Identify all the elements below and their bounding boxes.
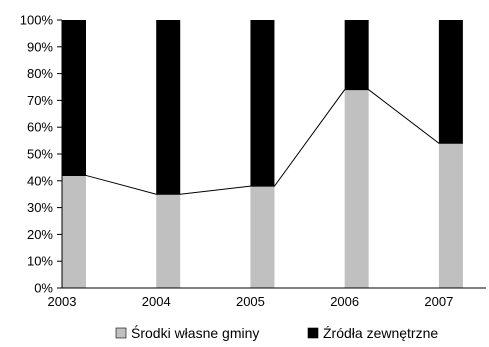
bar-external-2005: [250, 20, 275, 187]
plot-area: [57, 19, 486, 289]
y-tick-label: 10%: [27, 254, 53, 269]
y-tick-label: 90%: [27, 39, 53, 54]
y-tick-label: 20%: [27, 227, 53, 242]
bar-external-2006: [344, 20, 369, 90]
y-tick-label: 30%: [27, 200, 53, 215]
axes: [57, 19, 486, 289]
bar-own-funds-2004: [156, 194, 181, 288]
bar-own-funds-2005: [250, 186, 275, 288]
bar-external-2004: [156, 20, 181, 195]
legend-swatch-own-funds: [115, 327, 127, 339]
legend-swatch-external: [307, 327, 319, 339]
legend-label-own-funds: Środki własne gminy: [131, 324, 259, 341]
y-tick-label: 70%: [27, 93, 53, 108]
y-tick-label: 80%: [27, 66, 53, 81]
trend-line: [62, 89, 463, 195]
x-tick-label: 2003: [48, 294, 77, 309]
y-tick-label: 60%: [27, 120, 53, 135]
bar-own-funds-2003: [62, 175, 86, 288]
bars: [62, 20, 463, 289]
y-tick-labels: 0% 10% 20% 30% 40% 50% 60% 70% 80% 90% 100%: [20, 13, 54, 296]
x-tick-label: 2007: [424, 294, 453, 309]
x-tick-label: 2004: [142, 294, 171, 309]
x-tick-labels: 2003 2004 2005 2006 2007: [48, 294, 454, 309]
y-tick-label: 50%: [27, 147, 53, 162]
bar-external-2003: [62, 20, 86, 176]
bar-own-funds-2006: [344, 89, 369, 289]
legend: Środki własne gminy Źródła zewnętrzne: [115, 324, 438, 341]
bar-own-funds-2007: [438, 143, 463, 288]
legend-label-external: Źródła zewnętrzne: [323, 325, 438, 341]
x-tick-label: 2006: [330, 294, 359, 309]
x-tick-label: 2005: [236, 294, 265, 309]
y-tick-label: 100%: [20, 13, 54, 28]
y-tick-label: 0%: [34, 281, 53, 296]
bar-external-2007: [438, 20, 463, 144]
y-tick-label: 40%: [27, 173, 53, 188]
